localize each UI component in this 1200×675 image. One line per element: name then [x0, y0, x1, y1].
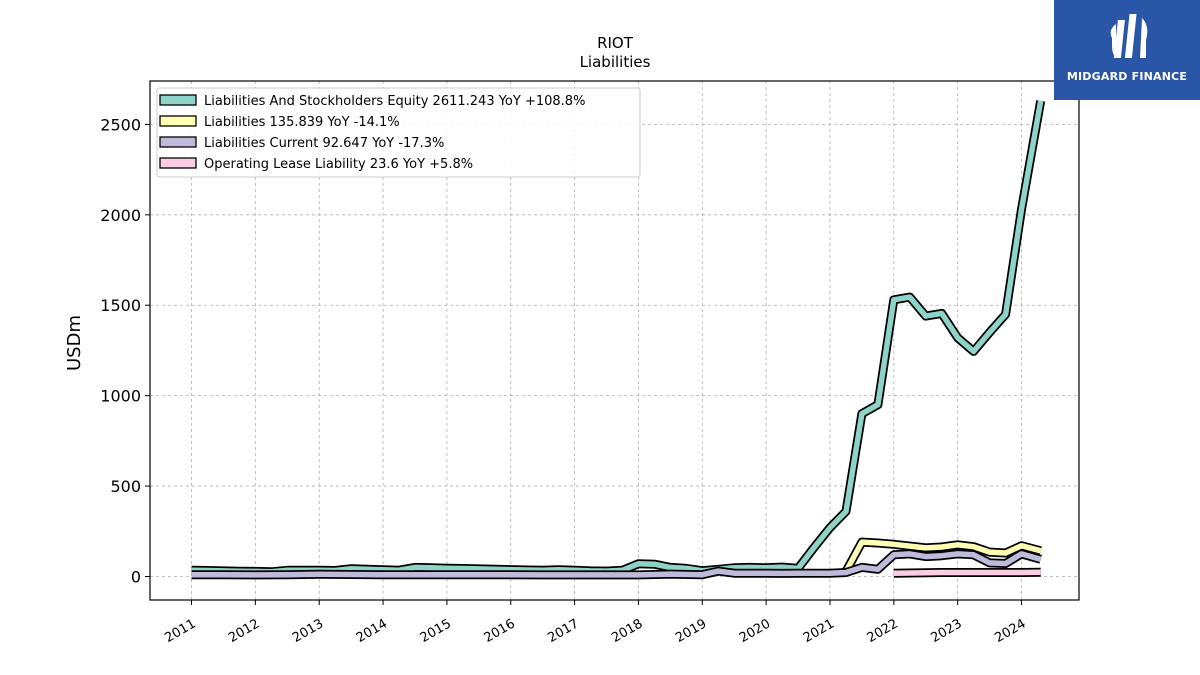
series-liabilities-current: [191, 549, 1042, 580]
series-line: [191, 551, 1042, 578]
x-tick-label: 2018: [609, 616, 645, 646]
x-tick-label: 2023: [929, 616, 965, 646]
legend: Liabilities And Stockholders Equity 2611…: [156, 87, 641, 178]
legend-swatch: [159, 94, 197, 106]
legend-label: Operating Lease Liability 23.6 YoY +5.8%: [204, 157, 473, 172]
legend-label: Liabilities Current 92.647 YoY -17.3%: [204, 136, 444, 151]
logo-mark-icon: [1110, 14, 1148, 58]
series-line: [893, 569, 1041, 576]
series-line: [843, 539, 1042, 573]
x-tick-label: 2019: [673, 616, 709, 646]
logo-text: MIDGARD FINANCE: [1066, 70, 1188, 83]
x-tick-label: 2020: [737, 616, 773, 646]
y-tick-label: 1500: [100, 296, 141, 315]
series-layer: [191, 100, 1046, 580]
series-operating-lease-liability: [893, 567, 1041, 578]
y-tick-label: 2500: [100, 115, 141, 134]
legend-label: Liabilities And Stockholders Equity 2611…: [204, 94, 585, 109]
y-tick-label: 1000: [100, 387, 141, 406]
x-tick-label: 2022: [865, 616, 901, 646]
y-tick-label: 500: [110, 477, 141, 496]
x-tick-label: 2012: [226, 616, 262, 646]
chart-title: RIOT: [597, 34, 634, 52]
legend-box: [156, 87, 641, 178]
y-tick-label: 0: [131, 567, 141, 586]
x-tick-label: 2017: [545, 616, 581, 646]
legend-label: Liabilities 135.839 YoY -14.1%: [204, 115, 400, 130]
chart-subtitle: Liabilities: [580, 53, 651, 71]
legend-swatch: [159, 136, 197, 148]
x-tick-label: 2014: [354, 616, 390, 646]
plot-frame: [149, 80, 1080, 601]
midgard-finance-logo: MIDGARD FINANCE: [1054, 0, 1200, 100]
legend-swatch: [159, 157, 197, 169]
y-axis-label: USDm: [64, 315, 85, 371]
x-tick-label: 2016: [482, 616, 518, 646]
x-tick-label: 2015: [418, 616, 454, 646]
legend-swatch: [159, 115, 197, 127]
y-tick-label: 2000: [100, 206, 141, 225]
x-tick-label: 2021: [801, 616, 837, 646]
x-tick-label: 2011: [162, 616, 198, 646]
series-liabilities: [842, 537, 1042, 574]
x-tick-label: 2013: [290, 616, 326, 646]
x-tick-label: 2024: [992, 616, 1028, 646]
